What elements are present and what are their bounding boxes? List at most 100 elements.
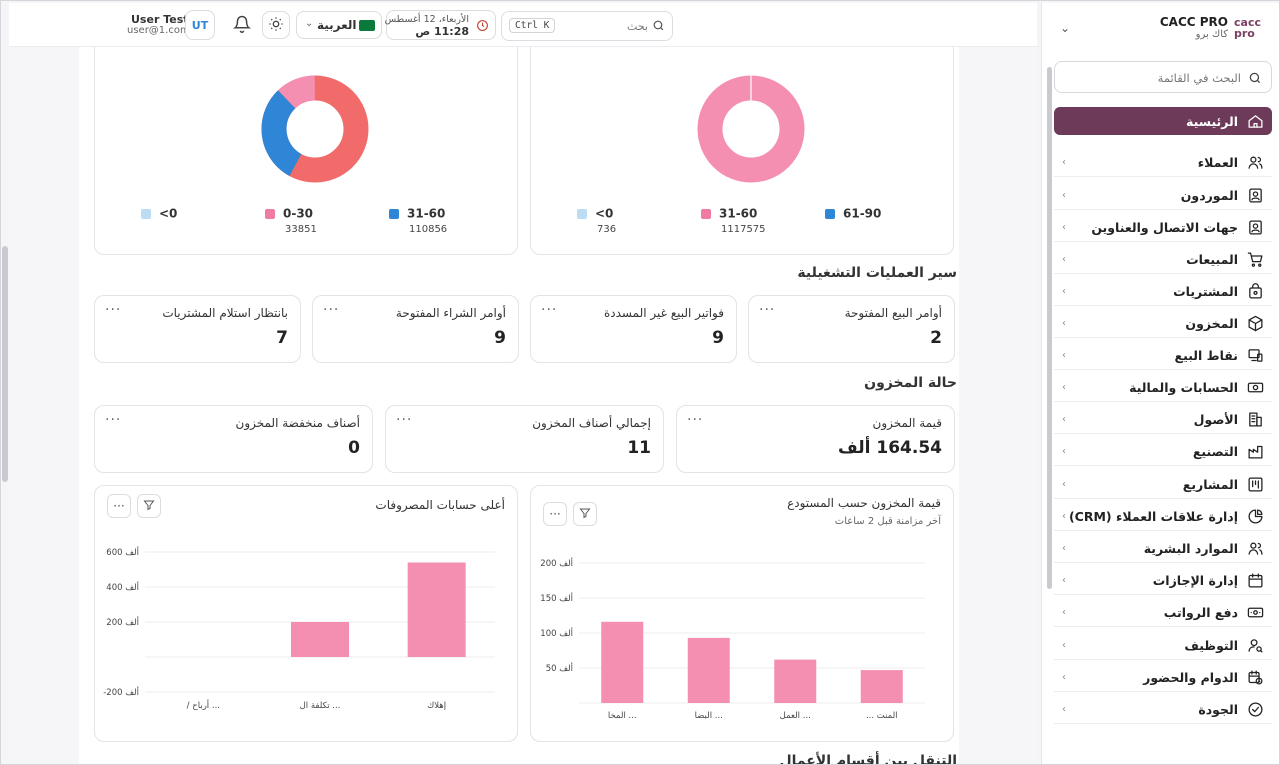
kpi-card[interactable]: أوامر البيع المفتوحة 2 ··· bbox=[748, 295, 955, 363]
sidebar-item-label: الدوام والحضور bbox=[1143, 670, 1238, 685]
chevron-left-icon: ‹ bbox=[1062, 672, 1066, 683]
expense-accounts-card: أعلى حسابات المصروفات ··· -200 ألف 200 أل… bbox=[94, 485, 518, 742]
more-icon[interactable]: ··· bbox=[396, 412, 413, 428]
filter-button[interactable] bbox=[137, 494, 161, 518]
bar[interactable] bbox=[601, 621, 644, 703]
sidebar-search[interactable] bbox=[1054, 61, 1272, 93]
legend-label: 31-60 bbox=[407, 206, 446, 221]
box-icon bbox=[1246, 315, 1264, 333]
more-icon[interactable]: ··· bbox=[323, 302, 340, 318]
sidebar-item-label: التصنيع bbox=[1192, 444, 1238, 459]
left-scrollbar-thumb[interactable] bbox=[2, 246, 8, 482]
chevron-left-icon: ‹ bbox=[1062, 382, 1066, 393]
chevron-down-icon: ⌄ bbox=[305, 18, 314, 29]
sidebar-item-label: المشاريع bbox=[1182, 477, 1238, 492]
sidebar-item-label: الحسابات والمالية bbox=[1129, 380, 1238, 395]
sidebar-search-input[interactable] bbox=[1081, 69, 1241, 87]
legend-swatch bbox=[577, 208, 587, 219]
sidebar-item-2[interactable]: ‹ الموردون bbox=[1054, 182, 1272, 210]
kpi-card[interactable]: أوامر الشراء المفتوحة 9 ··· bbox=[312, 295, 519, 363]
chevron-left-icon: ‹ bbox=[1062, 511, 1066, 522]
sidebar-item-10[interactable]: ‹ التصنيع bbox=[1054, 438, 1272, 466]
kpi-value: 0 bbox=[348, 438, 360, 458]
time-label: 11:28 ص bbox=[415, 25, 469, 38]
more-icon[interactable]: ··· bbox=[105, 302, 122, 318]
sidebar-item-label: الأصول bbox=[1193, 412, 1238, 427]
bar[interactable] bbox=[774, 659, 817, 703]
kpi-card[interactable]: قيمة المخزون 164.54 ألف ··· bbox=[676, 405, 955, 473]
bell-icon[interactable] bbox=[232, 15, 253, 35]
chevron-left-icon: ‹ bbox=[1062, 190, 1066, 201]
sidebar-item-12[interactable]: ‹ إدارة علاقات العملاء (CRM) bbox=[1054, 503, 1272, 531]
bar[interactable] bbox=[291, 622, 349, 657]
kpi-label: بانتظار استلام المشتريات bbox=[162, 306, 288, 320]
sun-icon bbox=[268, 16, 284, 35]
kpi-card[interactable]: إجمالي أصناف المخزون 11 ··· bbox=[385, 405, 664, 473]
sidebar-item-5[interactable]: ‹ المشتريات bbox=[1054, 278, 1272, 306]
kpi-label: أوامر الشراء المفتوحة bbox=[395, 306, 506, 320]
kpi-value: 2 bbox=[930, 328, 942, 348]
kpi-value: 164.54 ألف bbox=[838, 438, 942, 458]
sidebar-item-13[interactable]: ‹ الموارد البشرية bbox=[1054, 535, 1272, 563]
sidebar-item-8[interactable]: ‹ الحسابات والمالية bbox=[1054, 374, 1272, 402]
more-icon[interactable]: ··· bbox=[759, 302, 776, 318]
legend-item: 61-90 bbox=[825, 206, 881, 221]
sidebar-item-16[interactable]: ‹ التوظيف bbox=[1054, 632, 1272, 660]
language-select[interactable]: ⌄ العربية bbox=[296, 11, 382, 39]
kpi-card[interactable]: فواتير البيع غير المسددة 9 ··· bbox=[530, 295, 737, 363]
y-tick-label: 200 ألف bbox=[540, 557, 573, 569]
chevron-left-icon: ‹ bbox=[1062, 446, 1066, 457]
chevron-left-icon: ‹ bbox=[1062, 318, 1066, 329]
user-name: User Test bbox=[131, 13, 189, 26]
sidebar-item-17[interactable]: ‹ الدوام والحضور bbox=[1054, 664, 1272, 692]
pie-icon bbox=[1246, 508, 1264, 526]
bar[interactable] bbox=[860, 670, 903, 703]
legend-label: 61-90 bbox=[843, 206, 882, 221]
sidebar-item-0[interactable]: الرئيسية bbox=[1054, 107, 1272, 135]
chevron-left-icon: ‹ bbox=[1062, 414, 1066, 425]
sidebar-item-label: المبيعات bbox=[1186, 252, 1238, 267]
more-icon: ··· bbox=[549, 507, 561, 521]
sidebar-item-6[interactable]: ‹ المخزون bbox=[1054, 310, 1272, 338]
sidebar-item-4[interactable]: ‹ المبيعات bbox=[1054, 246, 1272, 274]
x-tick-label: إهلاك bbox=[427, 701, 446, 711]
sidebar-item-label: الموارد البشرية bbox=[1143, 541, 1238, 556]
global-search[interactable]: Ctrl K bbox=[501, 11, 673, 41]
donut-left-blue-slice bbox=[261, 75, 369, 183]
more-icon[interactable]: ··· bbox=[105, 412, 122, 428]
bar[interactable] bbox=[687, 637, 730, 703]
sidebar-item-18[interactable]: ‹ الجودة bbox=[1054, 696, 1272, 724]
more-options-button[interactable]: ··· bbox=[107, 494, 131, 518]
sidebar-item-1[interactable]: ‹ العملاء bbox=[1054, 149, 1272, 177]
kpi-card[interactable]: أصناف منخفضة المخزون 0 ··· bbox=[94, 405, 373, 473]
bar[interactable] bbox=[407, 562, 466, 658]
kpi-card[interactable]: بانتظار استلام المشتريات 7 ··· bbox=[94, 295, 301, 363]
brand-subtitle: كاك برو bbox=[1195, 29, 1228, 40]
legend-item: <0 bbox=[141, 206, 177, 221]
sidebar-item-11[interactable]: ‹ المشاريع bbox=[1054, 471, 1272, 499]
more-icon[interactable]: ··· bbox=[687, 412, 704, 428]
filter-button[interactable] bbox=[573, 502, 597, 526]
sidebar-item-9[interactable]: ‹ الأصول bbox=[1054, 406, 1272, 434]
brand-name: CACC PRO bbox=[1159, 15, 1228, 29]
sidebar-item-14[interactable]: ‹ إدارة الإجازات bbox=[1054, 567, 1272, 595]
search-input[interactable] bbox=[558, 17, 648, 35]
sidebar-item-7[interactable]: ‹ نقاط البيع bbox=[1054, 342, 1272, 370]
theme-toggle-button[interactable] bbox=[262, 11, 290, 39]
sidebar-item-label: التوظيف bbox=[1184, 638, 1238, 653]
logo-text-top: cacc bbox=[1234, 16, 1261, 29]
filter-icon bbox=[143, 499, 155, 514]
legend-swatch bbox=[389, 208, 399, 219]
sidebar-item-3[interactable]: ‹ جهات الاتصال والعناوين bbox=[1054, 214, 1272, 242]
sidebar-item-15[interactable]: ‹ دفع الرواتب bbox=[1054, 599, 1272, 627]
x-tick-label: البضا ... bbox=[695, 711, 723, 721]
more-options-button[interactable]: ··· bbox=[543, 502, 567, 526]
avatar[interactable]: UT bbox=[185, 10, 215, 40]
warehouse-value-card: قيمة المخزون حسب المستودع آخر مزامنة قبل… bbox=[530, 485, 954, 742]
search-icon bbox=[1248, 71, 1262, 88]
contact-card-icon bbox=[1246, 187, 1264, 205]
sidebar-scrollbar-thumb[interactable] bbox=[1047, 67, 1052, 589]
chevron-down-icon[interactable]: ⌄ bbox=[1060, 21, 1071, 35]
more-icon[interactable]: ··· bbox=[541, 302, 558, 318]
brand-logo: cacc pro bbox=[1234, 17, 1270, 39]
